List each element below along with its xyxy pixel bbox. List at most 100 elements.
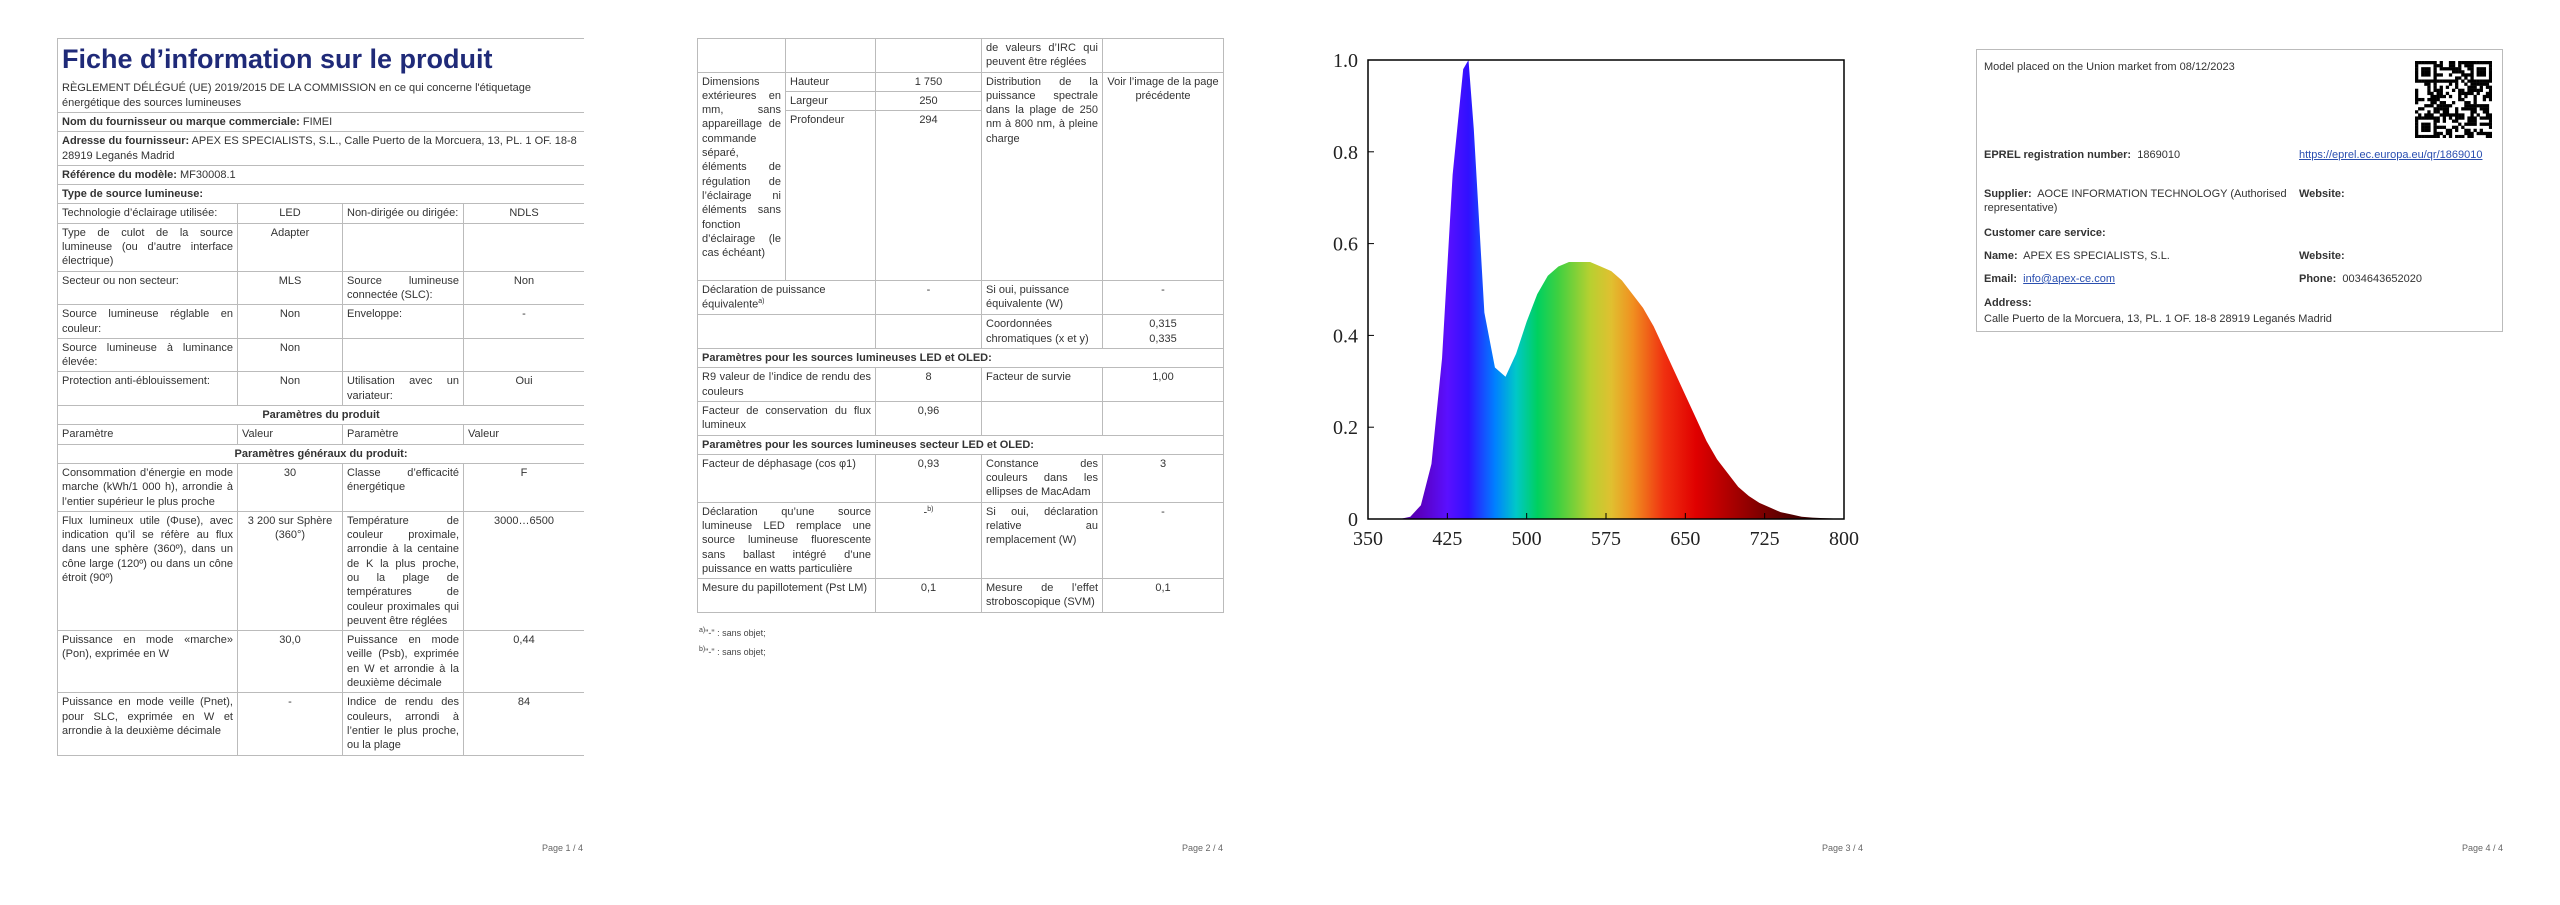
text: Website: <box>2299 188 2345 200</box>
email-link[interactable]: info@apex-ce.com <box>2023 273 2116 285</box>
qr-cell <box>2445 79 2450 83</box>
qr-cell <box>2439 104 2443 108</box>
qr-cell <box>2485 116 2490 120</box>
qr-cell <box>2479 128 2483 133</box>
qr-cell <box>2461 113 2465 117</box>
table-cell <box>981 400 1103 436</box>
qr-cell <box>2451 79 2456 83</box>
qr-cell <box>2439 79 2443 83</box>
qr-cell <box>2464 94 2468 99</box>
table-cell: 30,0 <box>237 630 343 694</box>
qr-cell <box>2421 125 2425 129</box>
table-row: Source lumineuse à luminance élevée: Non <box>57 337 584 373</box>
qr-cell <box>2485 104 2490 108</box>
qr-cell <box>2479 70 2483 74</box>
qr-cell <box>2439 125 2443 129</box>
qr-cell <box>2476 91 2480 96</box>
qr-cell <box>2415 73 2419 77</box>
table-cell: Utilisation avec un variateur: <box>342 371 464 407</box>
qr-cell <box>2436 64 2440 68</box>
qr-cell <box>2467 104 2471 108</box>
table-cell: 84 <box>462 692 584 756</box>
text: 0,315 <box>1149 318 1177 331</box>
qr-cell <box>2433 76 2437 80</box>
qr-cell <box>2415 76 2419 80</box>
text: Phone: <box>2299 273 2337 285</box>
qr-cell <box>2421 73 2425 77</box>
div: b)"-" : sans objet; <box>699 645 766 659</box>
qr-cell <box>2439 107 2443 111</box>
table-cell: Constance des couleurs dans les ellipses… <box>981 453 1103 503</box>
qr-cell <box>2482 107 2487 111</box>
qr-cell <box>2433 64 2437 68</box>
div: Website: <box>2299 187 2345 201</box>
tbody: Consommation d’énergie en mode marche (k… <box>57 462 584 756</box>
qr-cell <box>2464 64 2468 68</box>
qr-cell <box>2427 82 2431 86</box>
qr-cell <box>2442 79 2446 83</box>
table-row: Type de culot de la source lumineuse (ou… <box>57 222 584 272</box>
table-cell <box>342 337 464 373</box>
qr-cell <box>2473 107 2477 111</box>
table-row: Mesure du papillotement (Pst LM) 0,1 Mesur… <box>697 578 1224 613</box>
eprel-link[interactable]: https://eprel.ec.europa.eu/qr/1869010 <box>2299 149 2483 161</box>
qr-cell <box>2482 70 2487 74</box>
qr-cell <box>2488 91 2492 96</box>
text: Website: <box>2299 250 2345 262</box>
text: Type de source lumineuse: <box>62 188 204 201</box>
text: Fiche d’information sur le produit <box>62 44 493 74</box>
qr-cell <box>2482 116 2487 120</box>
qr-cell <box>2421 70 2425 74</box>
table-row: Consommation d’énergie en mode marche (k… <box>57 462 584 512</box>
qr-cell <box>2439 101 2443 105</box>
qr-cell <box>2436 97 2440 102</box>
qr-cell <box>2488 79 2492 83</box>
qr-cell <box>2415 131 2419 136</box>
qr-cell <box>2485 61 2490 65</box>
qr-cell <box>2467 131 2471 136</box>
table-cell: Si oui, déclaration relative au remplace… <box>981 501 1103 580</box>
table-cell: NDLS <box>462 203 584 224</box>
qr-cell <box>2424 67 2428 71</box>
table-row: Largeur 250 <box>698 90 1224 112</box>
qr-cell <box>2427 73 2431 77</box>
qr-cell <box>2415 88 2419 92</box>
qr-cell <box>2455 119 2459 123</box>
qr-cell <box>2430 134 2434 138</box>
qr-cell <box>2421 97 2425 102</box>
table-cell <box>785 38 876 73</box>
text: Page 3 / 4 <box>1821 843 1863 853</box>
qr-cell <box>2467 61 2471 65</box>
qr-cell <box>2436 73 2440 77</box>
qr-cell <box>2473 110 2477 114</box>
qr-cell <box>2442 101 2446 105</box>
table-row: Technologie d’éclairage utilisée: LED Non-… <box>57 203 584 224</box>
table-cell: de valeurs d’IRC qui peuvent être réglée… <box>981 38 1103 73</box>
table-cell: Mesure du papillotement (Pst LM) <box>697 578 876 613</box>
qr-cell <box>2442 110 2446 114</box>
qr-cell <box>2488 97 2492 102</box>
table-cell: 250 <box>875 90 982 112</box>
text: Adresse du fournisseur: <box>62 135 190 148</box>
table-cell: Non <box>237 337 343 373</box>
qr-cell <box>2455 70 2459 74</box>
qr-cell <box>2430 61 2434 65</box>
table-cell: Valeur <box>237 424 343 445</box>
qr-cell <box>2427 61 2431 65</box>
text: APEX ES SPECIALISTS, S.L. <box>2023 250 2170 262</box>
table-cell: Type de source lumineuse: <box>57 184 584 205</box>
table-row: R9 valeur de l’indice de rendu des coule… <box>697 367 1224 402</box>
qr-cell <box>2461 134 2465 138</box>
qr-cell <box>2421 134 2425 138</box>
eprel-box: Model placed on the Union market from 08… <box>1976 49 2503 332</box>
qr-cell <box>2448 104 2453 108</box>
qr-cell <box>2476 61 2480 65</box>
qr-cell <box>2448 134 2453 138</box>
qr-cell <box>2448 113 2453 117</box>
qr-cell <box>2451 113 2456 117</box>
qr-cell <box>2461 61 2465 65</box>
qr-cell <box>2415 94 2419 99</box>
qr-cell <box>2436 125 2440 129</box>
table-cell <box>1102 400 1224 436</box>
qr-cell <box>2467 101 2471 105</box>
